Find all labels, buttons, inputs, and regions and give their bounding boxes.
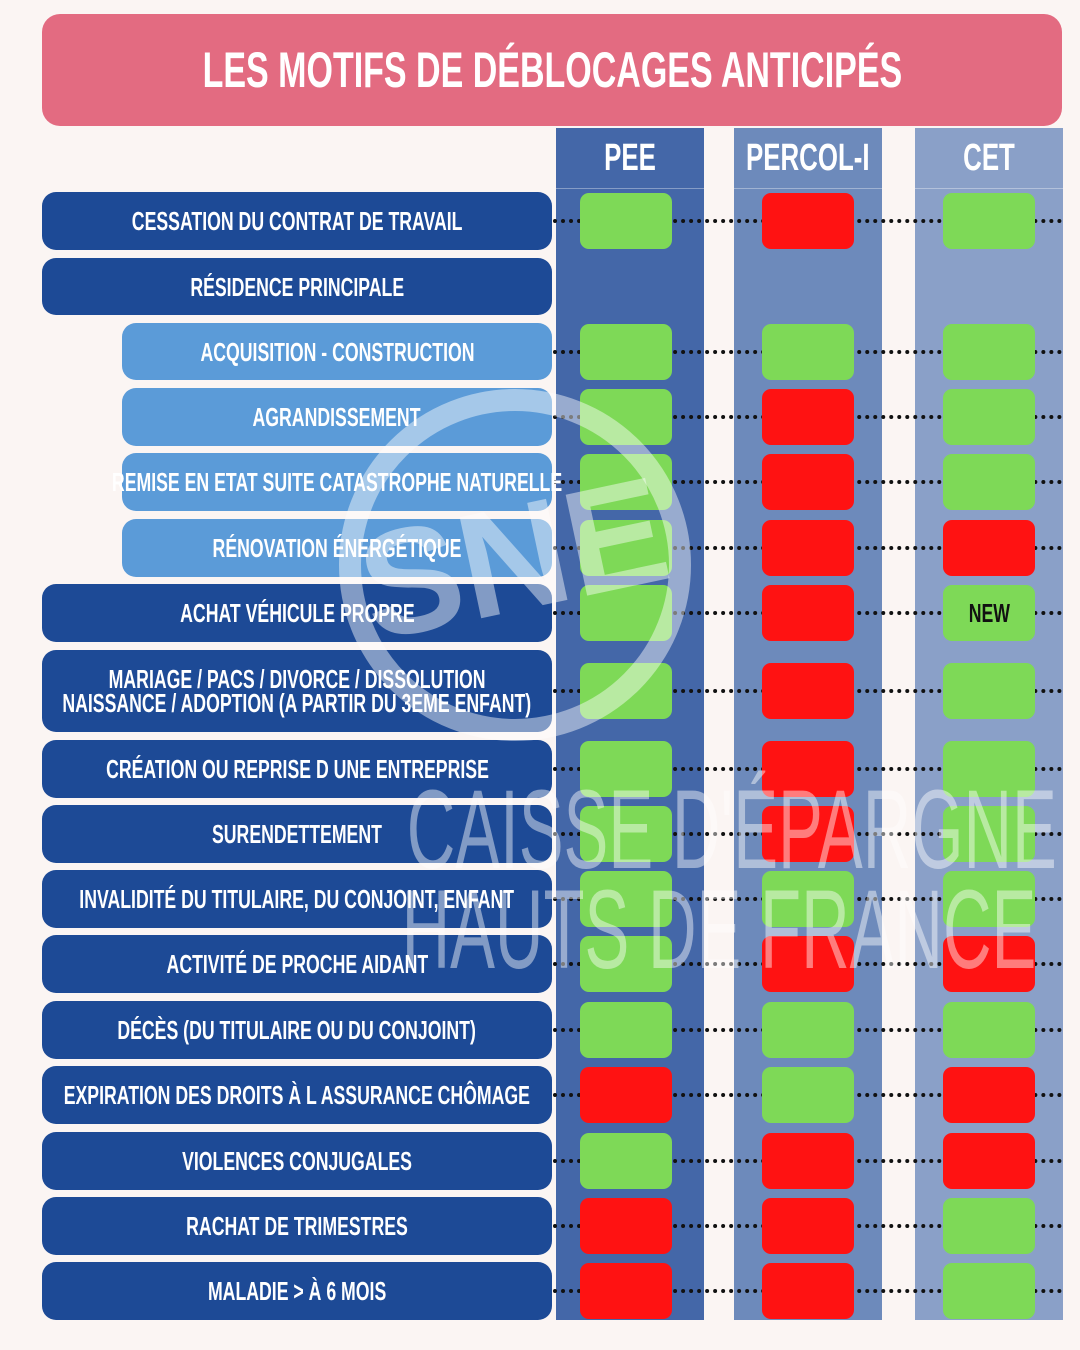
motif-label: VIOLENCES CONJUGALES	[42, 1132, 552, 1190]
status-cell-allowed	[580, 741, 672, 797]
status-cell-allowed	[580, 389, 672, 445]
status-cell-allowed	[580, 323, 672, 380]
motif-label-text: CRÉATION OU REPRISE D UNE ENTREPRISE	[105, 754, 489, 784]
motif-label: CESSATION DU CONTRAT DE TRAVAIL	[42, 192, 552, 250]
status-cell-allowed	[943, 454, 1035, 510]
motif-label: REMISE EN ETAT SUITE CATASTROPHE NATUREL…	[112, 453, 562, 511]
status-cell-allowed	[762, 1067, 854, 1123]
motif-label-text: RÉSIDENCE PRINCIPALE	[190, 271, 404, 302]
status-cell-allowed	[943, 1263, 1035, 1319]
motif-label-text: DÉCÈS (DU TITULAIRE OU DU CONJOINT)	[117, 1015, 477, 1045]
status-cell-not-allowed	[762, 1133, 854, 1189]
status-cell-allowed	[580, 806, 672, 862]
status-cell-allowed	[580, 193, 672, 249]
motif-label: AGRANDISSEMENT	[122, 388, 552, 446]
status-cell-allowed	[943, 741, 1035, 797]
status-cell-allowed	[943, 663, 1035, 719]
motif-label-text: VIOLENCES CONJUGALES	[182, 1146, 412, 1176]
motif-label: EXPIRATION DES DROITS À L ASSURANCE CHÔM…	[42, 1066, 552, 1124]
status-cell-allowed	[762, 1002, 854, 1058]
motif-label-text: AGRANDISSEMENT	[253, 402, 421, 432]
motif-label: MARIAGE / PACS / DIVORCE / DISSOLUTION NA…	[42, 650, 552, 732]
motif-label-text: SURENDETTEMENT	[212, 819, 382, 849]
status-cell-allowed	[580, 454, 672, 510]
status-cell-allowed	[943, 1198, 1035, 1254]
status-cell-not-allowed	[943, 936, 1035, 992]
status-cell-not-allowed	[762, 936, 854, 992]
status-cell-not-allowed	[943, 1067, 1035, 1123]
status-cell-not-allowed	[943, 1133, 1035, 1189]
status-cell-not-allowed	[762, 193, 854, 249]
status-cell-not-allowed	[762, 389, 854, 445]
status-cell-not-allowed	[762, 663, 854, 719]
status-cell-allowed	[580, 520, 672, 576]
status-cell-allowed	[943, 389, 1035, 445]
status-cell-not-allowed	[762, 741, 854, 797]
motif-label-text: REMISE EN ETAT SUITE CATASTROPHE NATUREL…	[111, 467, 563, 497]
new-badge: NEW	[968, 597, 1010, 628]
status-cell-allowed	[580, 871, 672, 927]
motif-label-text: ACHAT VÉHICULE PROPRE	[179, 598, 415, 628]
motif-label: INVALIDITÉ DU TITULAIRE, DU CONJOINT, EN…	[42, 870, 552, 928]
status-cell-not-allowed	[580, 1263, 672, 1319]
status-cell-allowed	[580, 936, 672, 992]
status-cell-allowed	[943, 871, 1035, 927]
status-cell-allowed	[943, 193, 1035, 249]
motif-label-text: EXPIRATION DES DROITS À L ASSURANCE CHÔM…	[63, 1080, 531, 1110]
status-cell-not-allowed	[762, 1263, 854, 1319]
motif-label-text: NAISSANCE / ADOPTION (A PARTIR DU 3EME E…	[62, 688, 532, 718]
status-cell-allowed	[762, 871, 854, 927]
motif-label-text: RACHAT DE TRIMESTRES	[186, 1211, 408, 1241]
motif-label: ACHAT VÉHICULE PROPRE	[42, 584, 552, 642]
status-cell-allowed	[943, 1002, 1035, 1058]
status-cell-allowed	[580, 585, 672, 641]
motif-label-text: MARIAGE / PACS / DIVORCE / DISSOLUTION	[108, 664, 486, 694]
status-cell-allowed	[580, 1002, 672, 1058]
motif-label: MALADIE > À 6 MOIS	[42, 1262, 552, 1320]
status-cell-allowed	[943, 806, 1035, 862]
column-header-percol: PERCOL-I	[734, 128, 882, 189]
motif-label: RÉNOVATION ÉNERGÉTIQUE	[122, 519, 552, 577]
column-header-pee: PEE	[556, 128, 704, 189]
status-cell-not-allowed	[762, 585, 854, 641]
motif-label: SURENDETTEMENT	[42, 805, 552, 863]
status-cell-not-allowed	[580, 1198, 672, 1254]
motif-label: RACHAT DE TRIMESTRES	[42, 1197, 552, 1255]
status-cell-not-allowed	[762, 520, 854, 576]
motif-label: CRÉATION OU REPRISE D UNE ENTREPRISE	[42, 740, 552, 798]
motif-label-text: MALADIE > À 6 MOIS	[207, 1276, 387, 1306]
motif-label: DÉCÈS (DU TITULAIRE OU DU CONJOINT)	[42, 1001, 552, 1059]
status-cell-allowed	[580, 1133, 672, 1189]
motif-label-text: RÉNOVATION ÉNERGÉTIQUE	[212, 533, 462, 563]
motif-label-text: CESSATION DU CONTRAT DE TRAVAIL	[131, 206, 463, 236]
motif-label: RÉSIDENCE PRINCIPALE	[42, 258, 552, 315]
motif-label: ACQUISITION - CONSTRUCTION	[122, 323, 552, 380]
motif-label-text: ACQUISITION - CONSTRUCTION	[199, 336, 475, 367]
status-cell-not-allowed	[943, 520, 1035, 576]
status-cell-not-allowed	[762, 1198, 854, 1254]
status-cell-allowed	[762, 323, 854, 380]
status-cell-not-allowed	[762, 806, 854, 862]
status-cell-allowed	[943, 323, 1035, 380]
status-cell-not-allowed	[580, 1067, 672, 1123]
status-cell-allowed: NEW	[943, 585, 1035, 641]
motif-label-text: INVALIDITÉ DU TITULAIRE, DU CONJOINT, EN…	[79, 884, 515, 914]
column-header-cet: CET	[915, 128, 1063, 189]
motif-label-text: ACTIVITÉ DE PROCHE AIDANT	[166, 949, 428, 979]
motif-label: ACTIVITÉ DE PROCHE AIDANT	[42, 935, 552, 993]
status-cell-not-allowed	[762, 454, 854, 510]
status-cell-allowed	[580, 663, 672, 719]
page-title: LES MOTIFS DE DÉBLOCAGES ANTICIPÉS	[42, 14, 1062, 126]
